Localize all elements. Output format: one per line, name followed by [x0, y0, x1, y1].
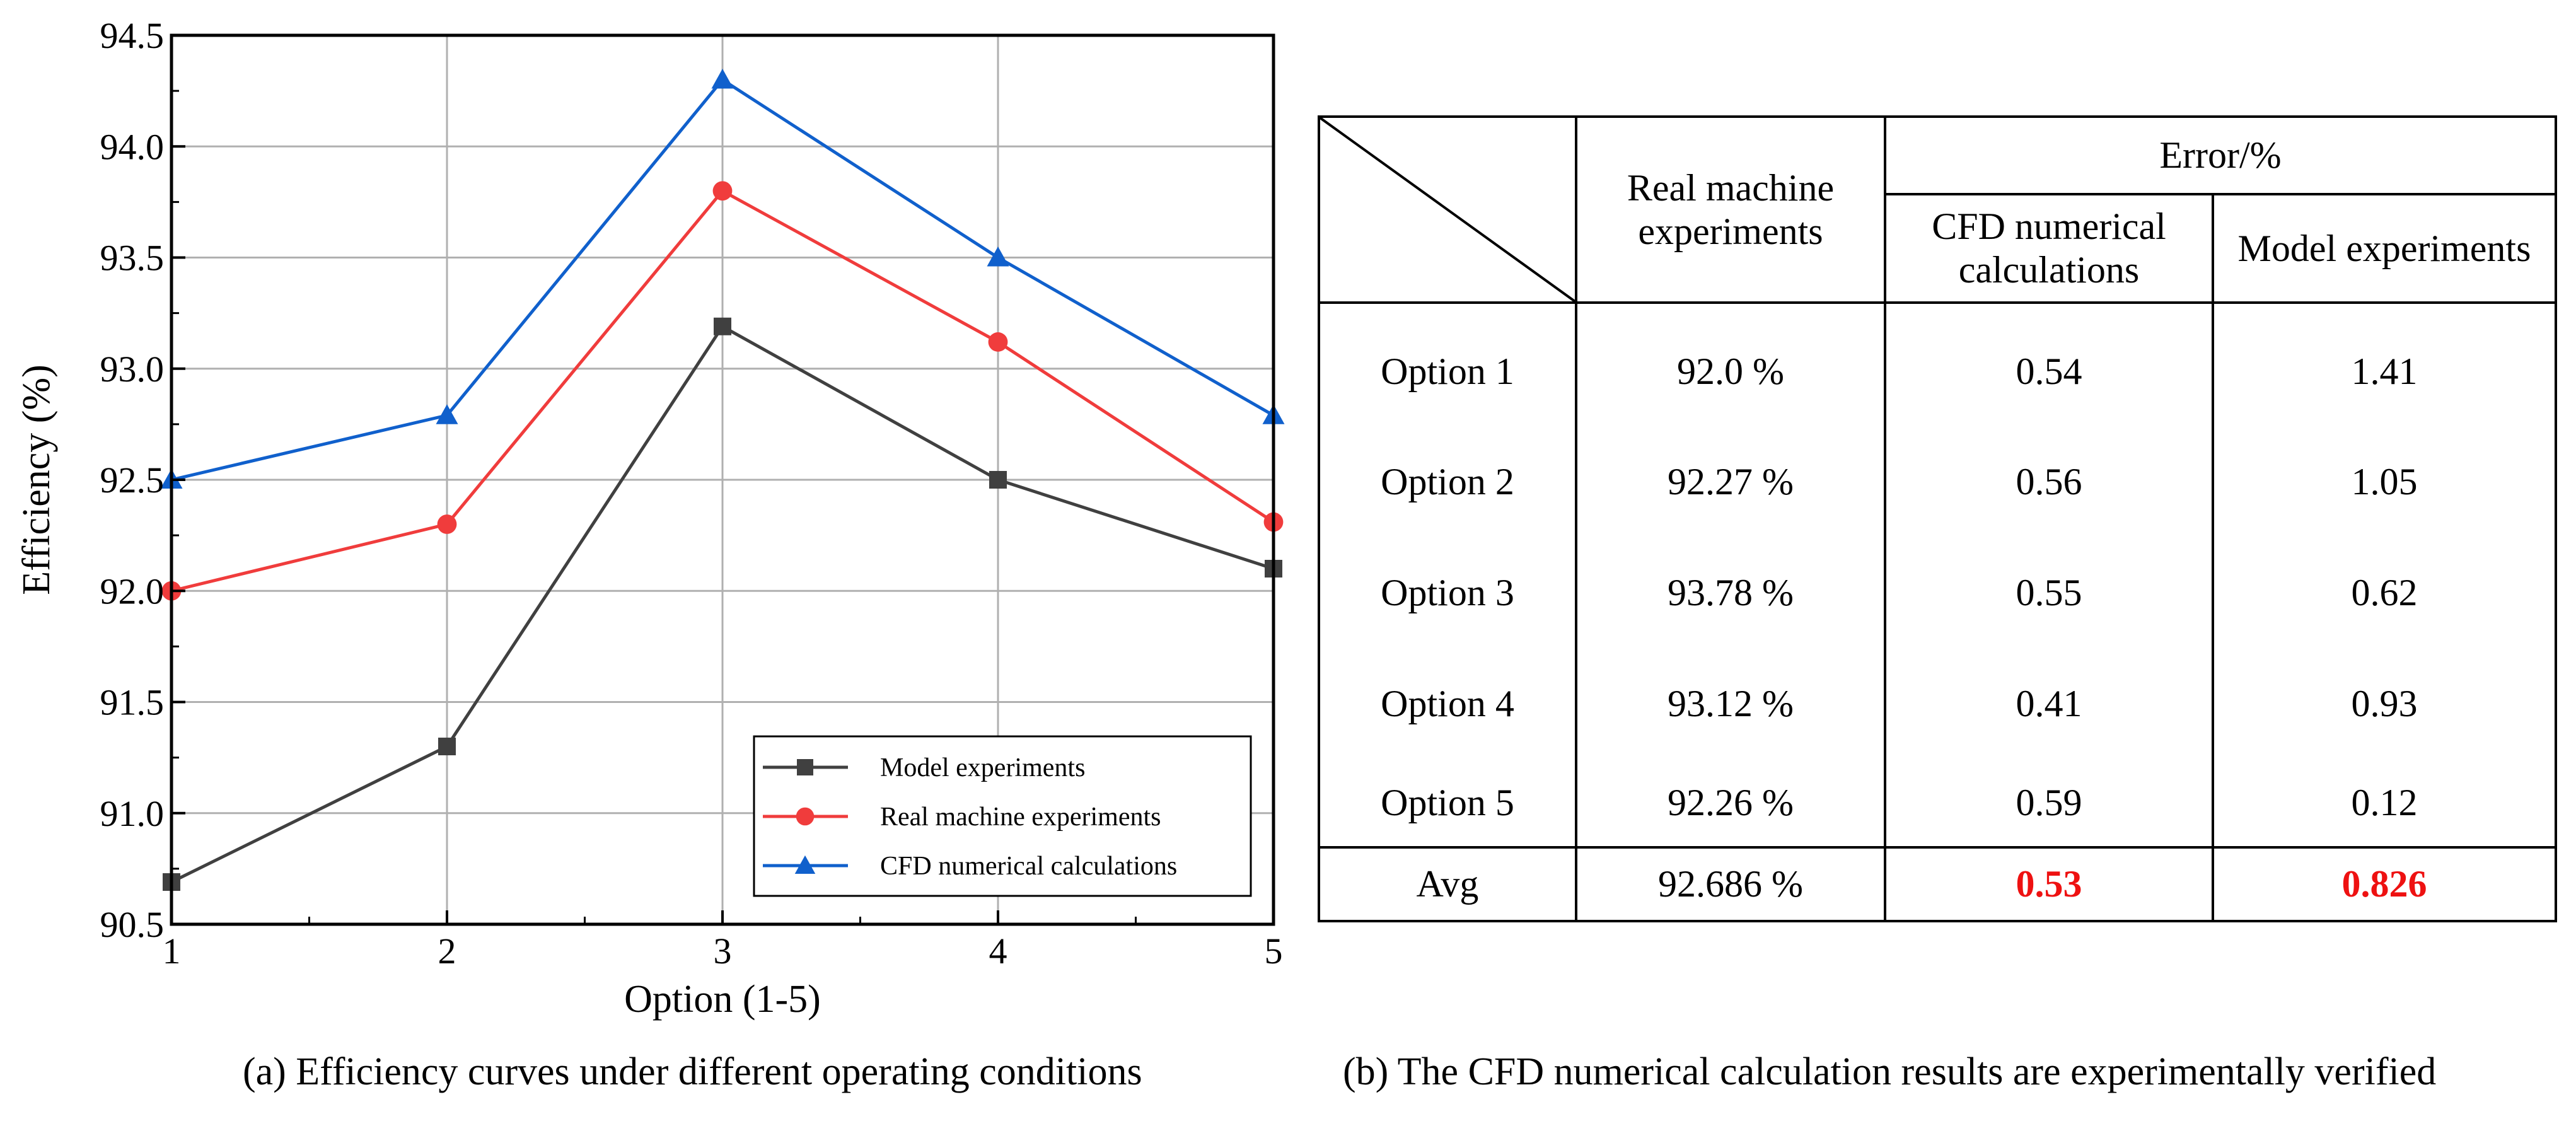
- table-row-avg: Avg 92.686 % 0.53 0.826: [1318, 846, 2557, 922]
- header-model: Model experiments: [2212, 193, 2557, 304]
- row-option: Option 3: [1318, 537, 1577, 648]
- triangle-marker: [436, 404, 458, 424]
- square-marker: [438, 738, 456, 755]
- row-model: 1.05: [2212, 426, 2557, 537]
- x-axis-title: Option (1-5): [624, 978, 821, 1021]
- row-cfd: 0.59: [1884, 759, 2214, 847]
- header-error: Error/%: [1884, 115, 2557, 195]
- y-tick-label: 92.0: [100, 571, 165, 612]
- table-row: Option 4 93.12 % 0.41 0.93: [1318, 648, 2557, 759]
- legend-label: Model experiments: [880, 753, 1085, 782]
- row-cfd: 0.55: [1884, 537, 2214, 648]
- x-tick-label: 1: [163, 931, 181, 972]
- x-tick-label: 4: [989, 931, 1007, 972]
- row-model: 0.12: [2212, 759, 2557, 847]
- x-tick-label: 3: [714, 931, 732, 972]
- square-marker: [989, 471, 1007, 489]
- row-model: 1.41: [2212, 303, 2557, 426]
- triangle-marker: [794, 855, 816, 874]
- y-tick-label: 94.0: [100, 126, 165, 167]
- circle-marker: [437, 514, 457, 534]
- caption-chart: (a) Efficiency curves under different op…: [243, 1050, 1142, 1093]
- triangle-marker: [711, 69, 734, 89]
- y-tick-label: 92.5: [100, 460, 165, 501]
- row-real: 92.26 %: [1575, 759, 1886, 847]
- efficiency-chart: 1 2 3 4 5 90.5 91.0 91.5 92.0 92.5 93.0 93.5 94.0 94.…: [15, 15, 1285, 1021]
- diagonal-line: [1320, 118, 1575, 301]
- y-tick-label: 93.0: [100, 349, 165, 390]
- row-option: Option 5: [1318, 759, 1577, 847]
- row-cfd: 0.56: [1884, 426, 2214, 537]
- legend: Model experiments Real machine experiment…: [753, 735, 1252, 897]
- table-row: Option 3 93.78 % 0.55 0.62: [1318, 537, 2557, 648]
- axis-ticks: 1 2 3 4 5 90.5 91.0 91.5 92.0 92.5 93.0 93.5 94.0 94.…: [100, 15, 1283, 972]
- y-axis-title: Efficiency (%): [15, 364, 58, 595]
- avg-cfd-error: 0.53: [1884, 846, 2214, 922]
- avg-real: 92.686 %: [1575, 846, 1886, 922]
- row-cfd: 0.54: [1884, 303, 2214, 426]
- y-tick-label: 91.5: [100, 682, 165, 723]
- table-row: Option 2 92.27 % 0.56 1.05: [1318, 426, 2557, 537]
- row-option: Option 4: [1318, 648, 1577, 759]
- y-tick-label: 94.5: [100, 15, 165, 56]
- row-option: Option 1: [1318, 303, 1577, 426]
- row-real: 93.12 %: [1575, 648, 1886, 759]
- legend-label: CFD numerical calculations: [880, 852, 1177, 881]
- avg-label: Avg: [1318, 846, 1577, 922]
- row-real: 93.78 %: [1575, 537, 1886, 648]
- square-marker: [714, 317, 731, 335]
- row-model: 0.62: [2212, 537, 2557, 648]
- avg-model-error: 0.826: [2212, 846, 2557, 922]
- row-option: Option 2: [1318, 426, 1577, 537]
- triangle-marker: [987, 247, 1009, 267]
- row-real: 92.0 %: [1575, 303, 1886, 426]
- x-tick-label: 2: [438, 931, 456, 972]
- header-cfd: CFD numerical calculations: [1884, 193, 2214, 304]
- table-row: Option 5 92.26 % 0.59 0.12: [1318, 759, 2557, 847]
- y-tick-label: 90.5: [100, 904, 165, 945]
- row-model: 0.93: [2212, 648, 2557, 759]
- table-corner-cell: [1318, 115, 1577, 304]
- verification-table: Real machine experiments Error/% CFD num…: [1318, 115, 2557, 922]
- square-marker: [797, 759, 813, 775]
- circle-marker: [712, 181, 733, 201]
- row-cfd: 0.41: [1884, 648, 2214, 759]
- legend-label: Real machine experiments: [880, 803, 1161, 832]
- table-row: Option 1 92.0 % 0.54 1.41: [1318, 303, 2557, 426]
- y-tick-label: 93.5: [100, 238, 165, 279]
- x-tick-label: 5: [1265, 931, 1283, 972]
- row-real: 92.27 %: [1575, 426, 1886, 537]
- y-tick-label: 91.0: [100, 793, 165, 834]
- circle-marker: [796, 807, 815, 826]
- header-real-machine: Real machine experiments: [1575, 115, 1886, 304]
- caption-table: (b) The CFD numerical calculation result…: [1343, 1050, 2437, 1093]
- circle-marker: [988, 332, 1008, 352]
